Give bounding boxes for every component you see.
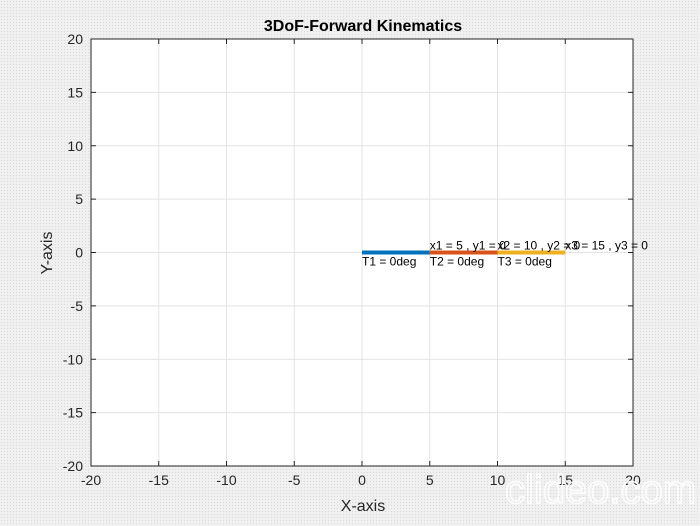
x-tick-label: 20 — [625, 472, 641, 488]
y-tick-label: -15 — [63, 405, 83, 421]
y-tick-label: 20 — [67, 31, 83, 47]
x-tick-label: -5 — [288, 472, 301, 488]
annotations: x1 = 5 , y1 = 0x2 = 10 , y2 = 0x3 = 15 ,… — [362, 239, 648, 269]
ticks — [90, 38, 634, 467]
x-tick-label: 15 — [557, 472, 573, 488]
x-tick-label: -15 — [149, 472, 169, 488]
x-tick-label: 10 — [490, 472, 506, 488]
y-tick-label: -10 — [63, 351, 83, 367]
y-tick-label: 10 — [67, 138, 83, 154]
y-tick-label: -5 — [71, 298, 84, 314]
x-tick-label: 5 — [426, 472, 434, 488]
x-tick-label: -20 — [81, 472, 101, 488]
y-tick-label: -20 — [63, 458, 83, 474]
annotation-label: T1 = 0deg — [362, 255, 416, 269]
y-axis-label: Y-axis — [39, 232, 56, 275]
watermark: clideo.com — [505, 468, 696, 512]
annotation-label: x3 = 15 , y3 = 0 — [565, 239, 648, 253]
x-axis-label: X-axis — [341, 498, 385, 515]
y-tick-label: 5 — [75, 191, 83, 207]
chart-title: 3DoF-Forward Kinematics — [264, 18, 462, 35]
annotation-label: x1 = 5 , y1 = 0 — [430, 239, 506, 253]
tick-labels: -20 -15 -10 -5 0 5 10 15 20 -20 -15 -10 -5 0 5 10 15 20 — [63, 31, 641, 488]
y-tick-label: 15 — [67, 84, 83, 100]
annotation-label: T3 = 0deg — [498, 255, 552, 269]
x-tick-label: -10 — [216, 472, 236, 488]
annotation-label: T2 = 0deg — [430, 255, 484, 269]
x-tick-label: 0 — [358, 472, 366, 488]
y-tick-label: 0 — [75, 245, 83, 261]
annotation-label: x2 = 10 , y2 = 0 — [498, 239, 581, 253]
